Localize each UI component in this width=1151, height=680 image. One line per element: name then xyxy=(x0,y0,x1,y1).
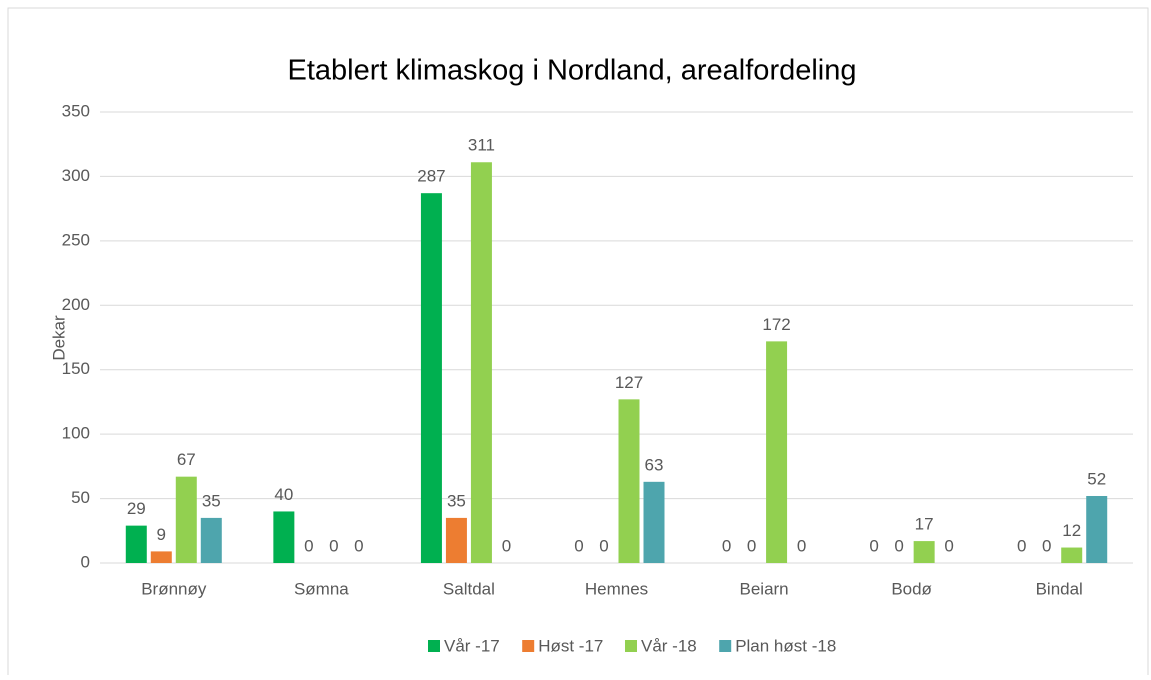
bar xyxy=(445,517,467,563)
y-tick-label: 200 xyxy=(62,295,90,314)
data-label: 40 xyxy=(274,485,293,504)
x-tick-label: Brønnøy xyxy=(141,579,207,598)
legend-label: Vår -18 xyxy=(641,636,697,655)
data-label: 12 xyxy=(1062,521,1081,540)
data-label: 0 xyxy=(747,536,756,555)
data-label: 311 xyxy=(468,136,495,155)
bar xyxy=(175,476,197,563)
y-tick-label: 0 xyxy=(81,552,90,571)
data-label: 0 xyxy=(797,536,806,555)
legend-label: Plan høst -18 xyxy=(735,636,836,655)
bar xyxy=(618,399,640,563)
chart-border xyxy=(7,7,1149,679)
x-tick-label: Saltdal xyxy=(443,579,495,598)
x-tick-label: Hemnes xyxy=(585,579,648,598)
bar xyxy=(273,511,295,563)
data-label: 0 xyxy=(354,536,363,555)
y-tick-label: 100 xyxy=(62,424,90,443)
bar xyxy=(1086,495,1108,563)
bar xyxy=(125,525,147,563)
data-label: 0 xyxy=(599,536,608,555)
y-tick-label: 300 xyxy=(62,166,90,185)
bar xyxy=(420,193,442,563)
bar xyxy=(470,162,492,564)
bar xyxy=(200,517,222,563)
x-tick-label: Bindal xyxy=(1036,579,1083,598)
y-tick-label: 50 xyxy=(71,488,90,507)
y-tick-label: 350 xyxy=(62,101,90,120)
data-label: 29 xyxy=(127,499,146,518)
legend-label: Vår -17 xyxy=(444,636,500,655)
data-label: 0 xyxy=(869,536,878,555)
data-label: 127 xyxy=(615,373,643,392)
data-label: 287 xyxy=(417,167,445,186)
bar xyxy=(643,481,665,563)
data-label: 0 xyxy=(304,536,313,555)
data-label: 63 xyxy=(645,455,664,474)
data-label: 172 xyxy=(762,315,790,334)
data-label: 0 xyxy=(722,536,731,555)
data-label: 35 xyxy=(447,491,466,510)
legend-swatch xyxy=(522,640,535,652)
bar xyxy=(913,541,935,563)
data-label: 0 xyxy=(502,536,511,555)
data-label: 17 xyxy=(915,515,934,534)
data-label: 0 xyxy=(574,536,583,555)
chart-title: Etablert klimaskog i Nordland, arealford… xyxy=(287,55,856,87)
legend-label: Høst -17 xyxy=(538,636,603,655)
bar xyxy=(766,341,788,563)
x-tick-label: Bodø xyxy=(891,579,932,598)
y-axis-label: Dekar xyxy=(49,315,68,361)
x-tick-label: Sømna xyxy=(294,579,349,598)
data-label: 0 xyxy=(1017,536,1026,555)
x-tick-label: Beiarn xyxy=(740,579,789,598)
bar xyxy=(150,551,172,563)
data-label: 0 xyxy=(1042,536,1051,555)
legend-swatch xyxy=(428,640,440,652)
data-label: 67 xyxy=(177,450,196,469)
data-label: 9 xyxy=(157,525,166,544)
legend-swatch xyxy=(625,640,637,652)
data-label: 52 xyxy=(1087,469,1106,488)
legend-swatch xyxy=(719,640,732,652)
data-label: 0 xyxy=(894,536,903,555)
bar xyxy=(1061,547,1083,563)
y-tick-label: 250 xyxy=(62,230,90,249)
data-label: 0 xyxy=(944,536,953,555)
data-label: 35 xyxy=(202,491,221,510)
data-label: 0 xyxy=(329,536,338,555)
y-tick-label: 150 xyxy=(62,359,90,378)
